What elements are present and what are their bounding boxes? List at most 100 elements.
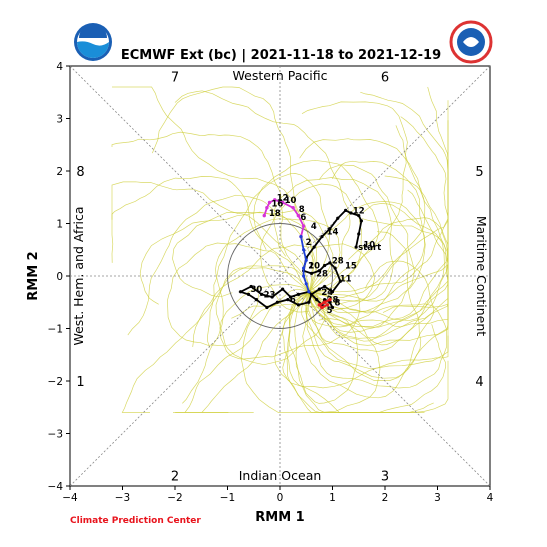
observed-day-label: start xyxy=(358,243,381,253)
observed-point xyxy=(249,284,253,289)
observed-point xyxy=(336,216,340,220)
forecast-day-label: 8 xyxy=(299,205,305,215)
chart-title: ECMWF Ext (bc) | 2021-11-18 to 2021-12-1… xyxy=(121,48,441,63)
forecast-day-label: 10 xyxy=(285,196,297,206)
forecast-day-label: 16 xyxy=(272,200,284,210)
ensemble-member-line xyxy=(299,138,426,302)
ensemble-member-line xyxy=(274,291,381,413)
forecast-day-label: 4 xyxy=(311,222,317,232)
forecast-day-label: 8 xyxy=(335,298,341,308)
observed-day-label: 12 xyxy=(353,206,365,216)
phase-number-label: 3 xyxy=(381,470,389,485)
region-bottom-label: Indian Ocean xyxy=(239,468,322,483)
forecast-late-point xyxy=(325,303,330,307)
observed-point xyxy=(296,303,300,307)
observed-day-label: 28 xyxy=(316,269,328,279)
forecast-early-point xyxy=(304,258,308,262)
observed-point xyxy=(349,211,353,215)
ensemble-member-line xyxy=(288,291,449,413)
observed-point xyxy=(357,214,361,218)
observed-day-label: 30 xyxy=(251,285,263,295)
y-tick-label: −1 xyxy=(48,324,63,336)
y-tick-label: 1 xyxy=(56,219,63,231)
observed-point xyxy=(330,305,335,310)
forecast-late-point xyxy=(322,300,327,305)
observed-day-label: 10 xyxy=(363,241,375,251)
ensemble-member-line xyxy=(121,265,310,413)
observed-day-label: 6 xyxy=(290,296,296,306)
phase-number-label: 4 xyxy=(475,375,483,390)
forecast-early-point xyxy=(299,235,303,239)
ensemble-member-line xyxy=(308,116,449,302)
x-tick-label: 0 xyxy=(277,492,284,504)
forecast-late-point xyxy=(317,303,322,307)
forecast-day-label: 12 xyxy=(277,193,289,203)
ensemble-member-line xyxy=(112,86,317,292)
ensemble-member-line xyxy=(308,125,449,328)
phase-guides xyxy=(69,65,491,487)
x-tick-label: 4 xyxy=(487,492,494,504)
forecast-mid-point xyxy=(296,213,301,218)
observed-point xyxy=(317,269,321,273)
nws-logo xyxy=(449,20,493,64)
ensemble-member-line xyxy=(111,176,310,293)
observed-point xyxy=(275,300,279,304)
forecast-day-label: 2 xyxy=(306,238,312,248)
observed-point xyxy=(328,227,332,231)
observed-point xyxy=(309,292,314,296)
observed-point xyxy=(354,245,358,249)
forecast-early-point xyxy=(302,274,306,278)
x-axis-label: RMM 1 xyxy=(255,510,304,525)
observed-day-label: 14 xyxy=(327,227,339,237)
observed-day-label: 28 xyxy=(332,256,344,266)
observed-point xyxy=(330,290,335,294)
y-tick-label: 0 xyxy=(56,271,63,283)
forecast-mid-point xyxy=(280,200,285,205)
observed-point xyxy=(317,287,321,291)
forecast-mid-point xyxy=(265,206,269,210)
forecast-mid-point xyxy=(262,213,266,218)
phase-number-label: 8 xyxy=(76,165,84,180)
phase-number-label: 7 xyxy=(171,71,179,86)
ensemble-member-line xyxy=(302,231,422,399)
y-tick-label: −4 xyxy=(48,481,64,493)
ensemble-member-line xyxy=(231,291,359,404)
observed-point xyxy=(309,271,314,275)
observed-point xyxy=(359,219,363,223)
noaa-logo xyxy=(74,23,112,61)
region-top-label: Western Pacific xyxy=(233,68,328,83)
forecast-mid-point xyxy=(301,224,306,228)
y-tick-label: 3 xyxy=(56,114,63,126)
observed-point xyxy=(265,305,269,310)
observed-point xyxy=(296,292,300,296)
observed-point xyxy=(323,263,327,268)
ensemble-member-line xyxy=(305,291,447,389)
ensemble-members xyxy=(111,86,449,413)
ensemble-member-line xyxy=(172,212,341,297)
observed-point xyxy=(344,208,348,212)
observed-point xyxy=(320,235,324,239)
ensemble-member-line xyxy=(111,131,310,292)
ensemble-member-line xyxy=(215,267,326,366)
ensemble-member-line xyxy=(175,291,310,413)
x-tick-label: 3 xyxy=(434,492,441,504)
forecast-early-point xyxy=(302,266,306,270)
region-left-label: West. Hem. and Africa xyxy=(71,206,86,345)
observed-point xyxy=(328,300,332,304)
observed-point xyxy=(338,279,342,283)
ensemble-member-line xyxy=(219,270,361,360)
observed-point xyxy=(260,292,264,296)
phase-number-label: 6 xyxy=(381,71,389,86)
ensemble-member-line xyxy=(308,217,449,322)
ensemble-member-line xyxy=(308,203,445,353)
ensemble-member-line xyxy=(308,220,449,342)
x-tick-label: −1 xyxy=(220,492,235,504)
observed-day-label: 28 xyxy=(327,296,339,306)
ensemble-member-line xyxy=(111,181,310,292)
forecast-mid-point xyxy=(267,200,272,205)
footer-credit: Climate Prediction Center xyxy=(70,516,201,526)
forecast-early-point xyxy=(304,282,308,286)
region-right-label: Maritime Continent xyxy=(474,216,489,336)
